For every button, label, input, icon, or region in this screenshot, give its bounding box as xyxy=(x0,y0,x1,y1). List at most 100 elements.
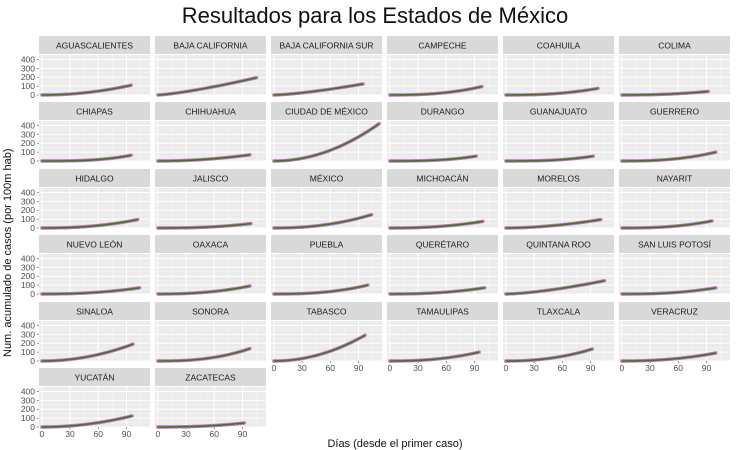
series-line xyxy=(505,348,593,362)
facet-strip-label: JALISCO xyxy=(193,174,229,184)
facet-strip-label: TABASCO xyxy=(307,307,347,317)
facet-panel: COLIMA xyxy=(619,36,730,97)
x-tick-label: 60 xyxy=(94,429,104,439)
x-tick-label: 90 xyxy=(586,363,596,373)
facet-strip-label: CHIHUAHUA xyxy=(185,107,236,117)
facet-panel: QUINTANA ROO xyxy=(503,235,614,296)
y-tick-label: 200 xyxy=(21,138,35,148)
series-line xyxy=(273,123,380,162)
series-line xyxy=(621,352,717,362)
facet-strip xyxy=(39,102,150,120)
facet-strip xyxy=(271,169,382,187)
series-line xyxy=(621,220,713,229)
series-line xyxy=(273,284,369,295)
series-line xyxy=(41,84,132,96)
facet-strip xyxy=(387,36,498,54)
y-tick-label: 100 xyxy=(21,413,35,423)
facet-panel: MORELOS xyxy=(503,169,614,230)
facet-strip-label: HIDALGO xyxy=(75,174,114,184)
panel-background xyxy=(503,321,614,361)
facet-panel: TLAXCALA 0 30 60 90 xyxy=(503,302,614,373)
series-line xyxy=(505,218,601,229)
series-line xyxy=(41,415,133,428)
series-line xyxy=(157,153,251,162)
y-tick-label: 300 xyxy=(21,329,35,339)
panel-background xyxy=(387,321,498,361)
facet-strip-label: MÉXICO xyxy=(310,174,344,184)
y-tick-label: 0 xyxy=(30,289,35,299)
y-tick-label: 200 xyxy=(21,338,35,348)
facet-strip-label: SINALOA xyxy=(76,307,113,317)
x-tick-label: 0 xyxy=(387,363,392,373)
y-tick-label: 400 xyxy=(21,120,35,130)
series-line xyxy=(389,220,484,229)
facet-panel: BAJA CALIFORNIA xyxy=(155,36,266,97)
facet-panel: CHIHUAHUA xyxy=(155,102,266,163)
facet-strip-label: PUEBLA xyxy=(310,240,344,250)
facet-strip xyxy=(619,169,730,187)
facet-strip-label: CIUDAD DE MÉXICO xyxy=(285,107,368,117)
facet-panel: TAMAULIPAS 0 30 60 90 xyxy=(387,302,498,373)
chart-title: Resultados para los Estados de México xyxy=(181,3,569,28)
facet-panel: COAHUILA xyxy=(503,36,614,97)
facet-panel: NAYARIT xyxy=(619,169,730,230)
y-tick-label: 100 xyxy=(21,280,35,290)
series-line xyxy=(389,85,483,96)
series-line xyxy=(41,343,134,362)
y-tick-label: 0 xyxy=(30,90,35,100)
y-tick-label: 400 xyxy=(21,386,35,396)
series-line xyxy=(389,155,477,162)
x-tick-label: 60 xyxy=(558,363,568,373)
series-line xyxy=(41,286,140,295)
facet-panel: OAXACA xyxy=(155,235,266,296)
facet-panel: MICHOACÁN xyxy=(387,169,498,230)
facet-strip xyxy=(39,36,150,54)
facet-strip-label: AGUASCALIENTES xyxy=(56,41,133,51)
facet-panel: JALISCO xyxy=(155,169,266,230)
y-tick-label: 0 xyxy=(30,156,35,166)
facet-strip xyxy=(619,302,730,320)
series-line xyxy=(389,351,480,362)
facet-strip xyxy=(271,102,382,120)
y-tick-label: 200 xyxy=(21,404,35,414)
facet-strip-label: COLIMA xyxy=(658,41,691,51)
series-line xyxy=(157,222,252,229)
series-line xyxy=(157,76,257,96)
panel-background xyxy=(39,55,150,95)
facet-strip xyxy=(155,302,266,320)
x-tick-label: 60 xyxy=(442,363,452,373)
y-tick-label: 400 xyxy=(21,54,35,64)
panel-background xyxy=(619,121,730,161)
x-tick-label: 90 xyxy=(122,429,132,439)
facet-strip-label: NAYARIT xyxy=(657,174,693,184)
panel-background xyxy=(39,387,150,427)
y-tick-label: 300 xyxy=(21,63,35,73)
facet-strip-label: YUCATÁN xyxy=(75,373,115,383)
y-tick-label: 0 xyxy=(30,223,35,233)
y-tick-label: 100 xyxy=(21,347,35,357)
x-tick-label: 30 xyxy=(413,363,423,373)
facet-strip-label: TLAXCALA xyxy=(537,307,581,317)
panel-background xyxy=(271,321,382,361)
facet-strip-label: MICHOACÁN xyxy=(417,174,469,184)
panel-background xyxy=(39,121,150,161)
panel-background xyxy=(503,188,614,228)
y-tick-label: 300 xyxy=(21,395,35,405)
series-line xyxy=(505,279,605,295)
facet-strip-label: COAHUILA xyxy=(537,41,581,51)
facet-strip-label: QUERÉTARO xyxy=(416,240,470,250)
facet-panel: CAMPECHE xyxy=(387,36,498,97)
x-tick-label: 90 xyxy=(238,429,248,439)
x-tick-label: 60 xyxy=(674,363,684,373)
facet-panel: MÉXICO xyxy=(271,169,382,230)
y-tick-label: 200 xyxy=(21,205,35,215)
facet-panel: PUEBLA xyxy=(271,235,382,296)
series-line xyxy=(505,155,594,162)
y-tick-label: 100 xyxy=(21,147,35,157)
facet-panel: QUERÉTARO xyxy=(387,235,498,296)
facet-strip-label: CHIAPAS xyxy=(76,107,113,117)
panel-background xyxy=(271,254,382,294)
